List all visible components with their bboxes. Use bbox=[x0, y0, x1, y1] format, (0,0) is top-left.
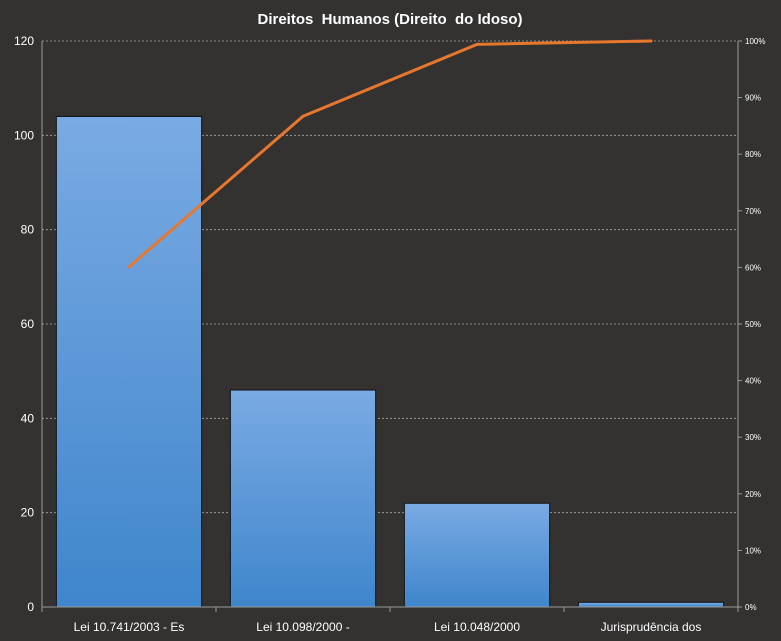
y-left-tick-label: 20 bbox=[21, 506, 35, 520]
y-left-tick-label: 60 bbox=[21, 317, 35, 331]
bar bbox=[55, 115, 203, 608]
y-right-tick-label: 10% bbox=[745, 546, 761, 555]
y-left-tick-label: 100 bbox=[14, 128, 34, 142]
bar bbox=[577, 601, 725, 608]
x-tick-label: Lei 10.741/2003 - Es bbox=[74, 620, 185, 634]
y-right-tick-label: 90% bbox=[745, 94, 761, 103]
y-left-tick-label: 120 bbox=[14, 34, 34, 48]
line-point bbox=[649, 39, 653, 43]
y-right-tick-label: 60% bbox=[745, 263, 761, 272]
cumulative-line-series bbox=[127, 39, 653, 269]
axes bbox=[41, 40, 742, 612]
x-tick-label: Lei 10.098/2000 - bbox=[256, 620, 349, 634]
y-left-tick-label: 0 bbox=[27, 600, 34, 614]
bar bbox=[403, 502, 551, 608]
bar bbox=[229, 389, 377, 608]
line-point bbox=[475, 42, 479, 46]
x-tick-label: Lei 10.048/2000 bbox=[434, 620, 520, 634]
y-right-tick-label: 80% bbox=[745, 150, 761, 159]
y-right-tick-label: 0% bbox=[745, 603, 757, 612]
y-left-tick-label: 80 bbox=[21, 223, 35, 237]
x-tick-label: Jurisprudência dos bbox=[601, 620, 702, 634]
line-point bbox=[301, 114, 305, 118]
cumulative-line bbox=[127, 39, 653, 269]
y-right-tick-label: 30% bbox=[745, 433, 761, 442]
y-right-tick-label: 50% bbox=[745, 320, 761, 329]
tick-labels: 0 20 40 60 80 100 120 0% 10% 20% 30% 40% 50% 60% 70% 80… bbox=[14, 34, 766, 634]
y-right-tick-label: 40% bbox=[745, 377, 761, 386]
y-left-tick-label: 40 bbox=[21, 411, 35, 425]
bar-series bbox=[55, 115, 725, 608]
chart-title: Direitos Humanos (Direito do Idoso) bbox=[257, 11, 522, 28]
line-point bbox=[127, 265, 131, 269]
y-right-tick-label: 20% bbox=[745, 490, 761, 499]
y-right-tick-label: 70% bbox=[745, 207, 761, 216]
y-right-tick-label: 100% bbox=[745, 37, 765, 46]
